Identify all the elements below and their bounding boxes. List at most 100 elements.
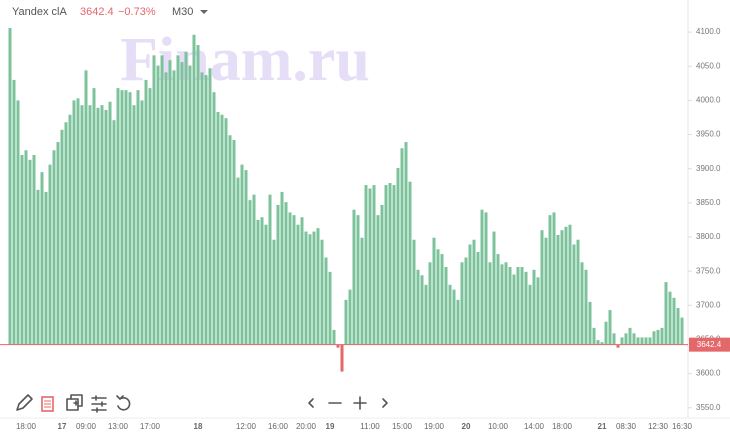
x-tick-label: 16:00 xyxy=(268,422,289,431)
bar xyxy=(36,189,40,345)
bar xyxy=(328,271,332,345)
y-tick-label: 3700.0 xyxy=(696,300,721,309)
bar xyxy=(596,340,600,345)
bar xyxy=(392,185,396,345)
bar xyxy=(356,215,360,345)
bar xyxy=(240,164,244,345)
bar xyxy=(260,217,264,345)
bar xyxy=(408,181,412,345)
scroll-right[interactable] xyxy=(382,398,388,408)
navigation xyxy=(308,396,388,410)
bar xyxy=(84,70,88,345)
last-price-box xyxy=(689,337,730,352)
bar xyxy=(324,257,328,345)
copy-tool[interactable] xyxy=(66,394,83,411)
bar xyxy=(460,262,464,345)
bar xyxy=(204,75,208,345)
bar xyxy=(448,284,452,345)
toolbar xyxy=(16,394,131,413)
bar xyxy=(152,55,156,345)
x-tick-label: 10:00 xyxy=(488,422,509,431)
bar xyxy=(156,65,160,345)
delete-tool[interactable] xyxy=(41,396,54,412)
timeframe[interactable]: M30 xyxy=(172,6,193,18)
bar xyxy=(52,150,56,345)
x-tick-label: 20:00 xyxy=(296,422,317,431)
bar xyxy=(404,142,408,345)
bar xyxy=(200,72,204,345)
x-tick-label: 15:00 xyxy=(392,422,413,431)
bar xyxy=(428,262,432,345)
bar xyxy=(636,337,640,345)
bar xyxy=(556,234,560,345)
settings-tool[interactable] xyxy=(91,395,107,413)
bar xyxy=(592,327,596,345)
bar xyxy=(368,188,372,345)
bar xyxy=(540,230,544,345)
last-price-label: 3642.4 xyxy=(697,340,722,349)
timeframe-dropdown[interactable] xyxy=(200,10,208,14)
bar xyxy=(92,88,96,345)
bar xyxy=(536,277,540,345)
bar xyxy=(168,60,172,345)
bar xyxy=(616,344,620,348)
x-tick-label: 18 xyxy=(194,422,203,431)
bar xyxy=(76,98,80,345)
bar xyxy=(644,337,648,345)
bar xyxy=(420,275,424,345)
bar xyxy=(440,254,444,345)
bar xyxy=(24,150,28,345)
bar xyxy=(464,257,468,345)
bar xyxy=(180,62,184,345)
bar xyxy=(316,228,320,345)
bar xyxy=(344,299,348,345)
zoom-in[interactable] xyxy=(353,396,367,410)
bar xyxy=(580,262,584,345)
x-tick-label: 20 xyxy=(462,422,471,431)
bar xyxy=(188,65,192,345)
bar xyxy=(456,299,460,345)
bar xyxy=(352,209,356,345)
bar xyxy=(660,327,664,345)
bar xyxy=(512,274,516,345)
bar xyxy=(604,321,608,345)
bar xyxy=(388,183,392,345)
draw-tool[interactable] xyxy=(16,394,33,411)
y-tick-label: 3950.0 xyxy=(696,130,721,139)
bar xyxy=(488,262,492,345)
scroll-left[interactable] xyxy=(308,398,314,408)
header-change: −0.73% xyxy=(118,6,156,18)
x-tick-label: 09:00 xyxy=(76,422,97,431)
bar xyxy=(256,219,260,345)
bar xyxy=(144,79,148,345)
bar xyxy=(116,88,120,345)
bar xyxy=(516,267,520,345)
bar xyxy=(672,297,676,345)
bar xyxy=(268,194,272,345)
bar xyxy=(280,191,284,345)
bars xyxy=(8,28,684,372)
bar xyxy=(584,269,588,345)
bar xyxy=(568,224,572,345)
bar xyxy=(68,114,72,345)
bar xyxy=(484,212,488,345)
bar xyxy=(8,28,12,345)
bar xyxy=(544,237,548,345)
bar xyxy=(576,239,580,345)
y-tick-label: 4100.0 xyxy=(696,27,721,36)
bar xyxy=(288,212,292,345)
bar xyxy=(548,215,552,345)
bar xyxy=(600,342,604,345)
x-tick-label: 21 xyxy=(598,422,607,431)
bar xyxy=(432,237,436,345)
undo-tool[interactable] xyxy=(116,395,131,411)
bar xyxy=(648,337,652,345)
bar xyxy=(20,155,24,345)
bar xyxy=(148,88,152,345)
bar xyxy=(108,101,112,345)
bar xyxy=(656,329,660,345)
header-price: 3642.4 xyxy=(80,6,114,18)
x-tick-label: 19 xyxy=(326,422,335,431)
bar xyxy=(160,55,164,345)
